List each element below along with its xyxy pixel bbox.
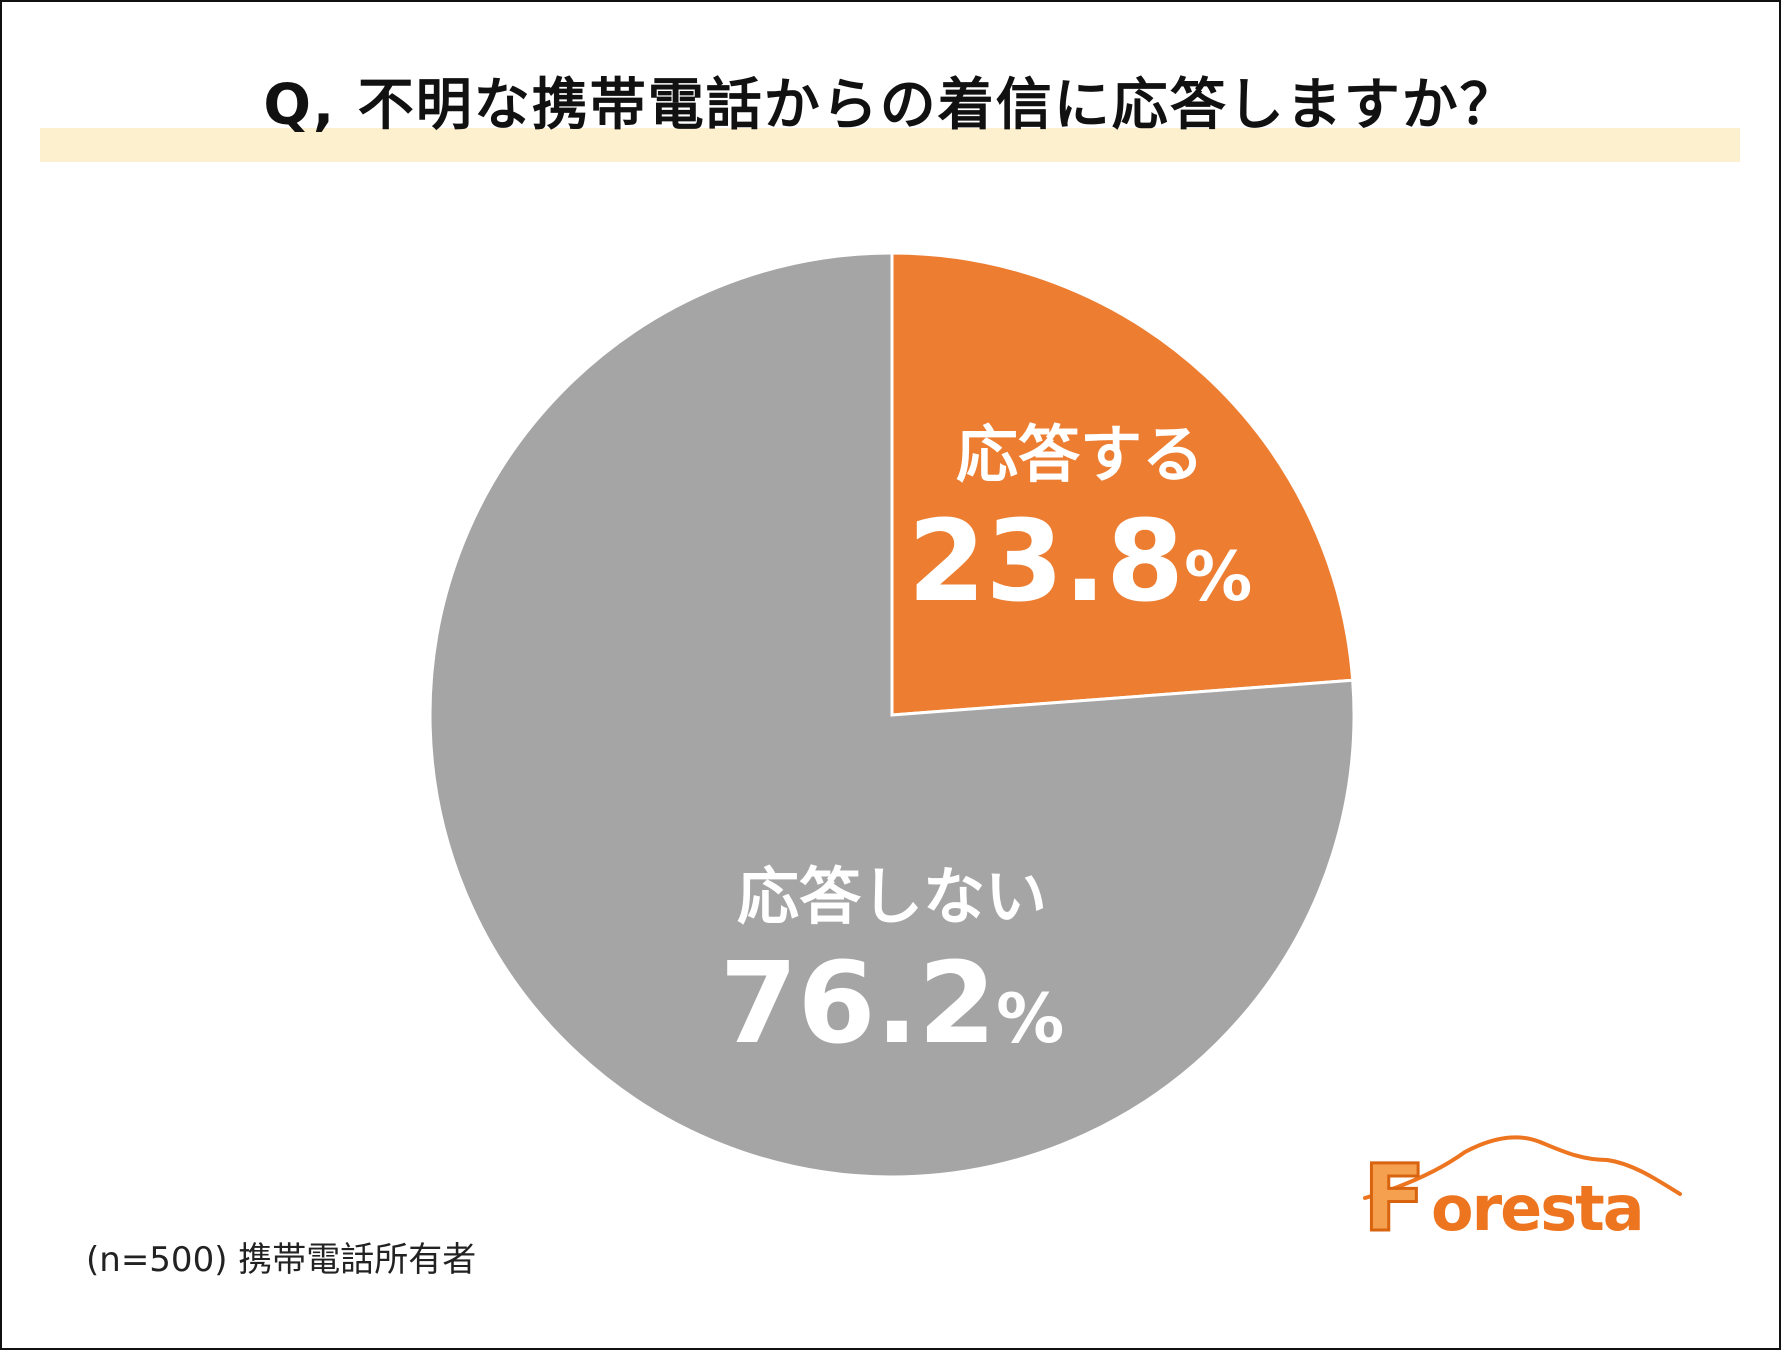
pie-slices [428, 251, 1356, 1179]
logo-initial: F [1363, 1145, 1426, 1240]
slice-no-answer [428, 251, 1356, 1179]
logo-wordmark: oresta [1431, 1172, 1643, 1240]
slice-answer-value: 23.8% [908, 497, 1252, 627]
logo-roof-icon [1363, 1135, 1682, 1200]
chart-title: Q, 不明な携帯電話からの着信に応答しますか？ [263, 73, 1518, 138]
sample-note: (n=500) 携帯電話所有者 [86, 1240, 477, 1280]
title-highlight-band [40, 128, 1740, 162]
foresta-logo: F oresta [1362, 1135, 1682, 1240]
slice-no-answer-label: 応答しない [737, 860, 1047, 933]
slice-answer-label: 応答する [956, 418, 1204, 491]
slice-no-answer-value: 76.2% [720, 939, 1064, 1069]
slice-answer [890, 251, 1355, 717]
